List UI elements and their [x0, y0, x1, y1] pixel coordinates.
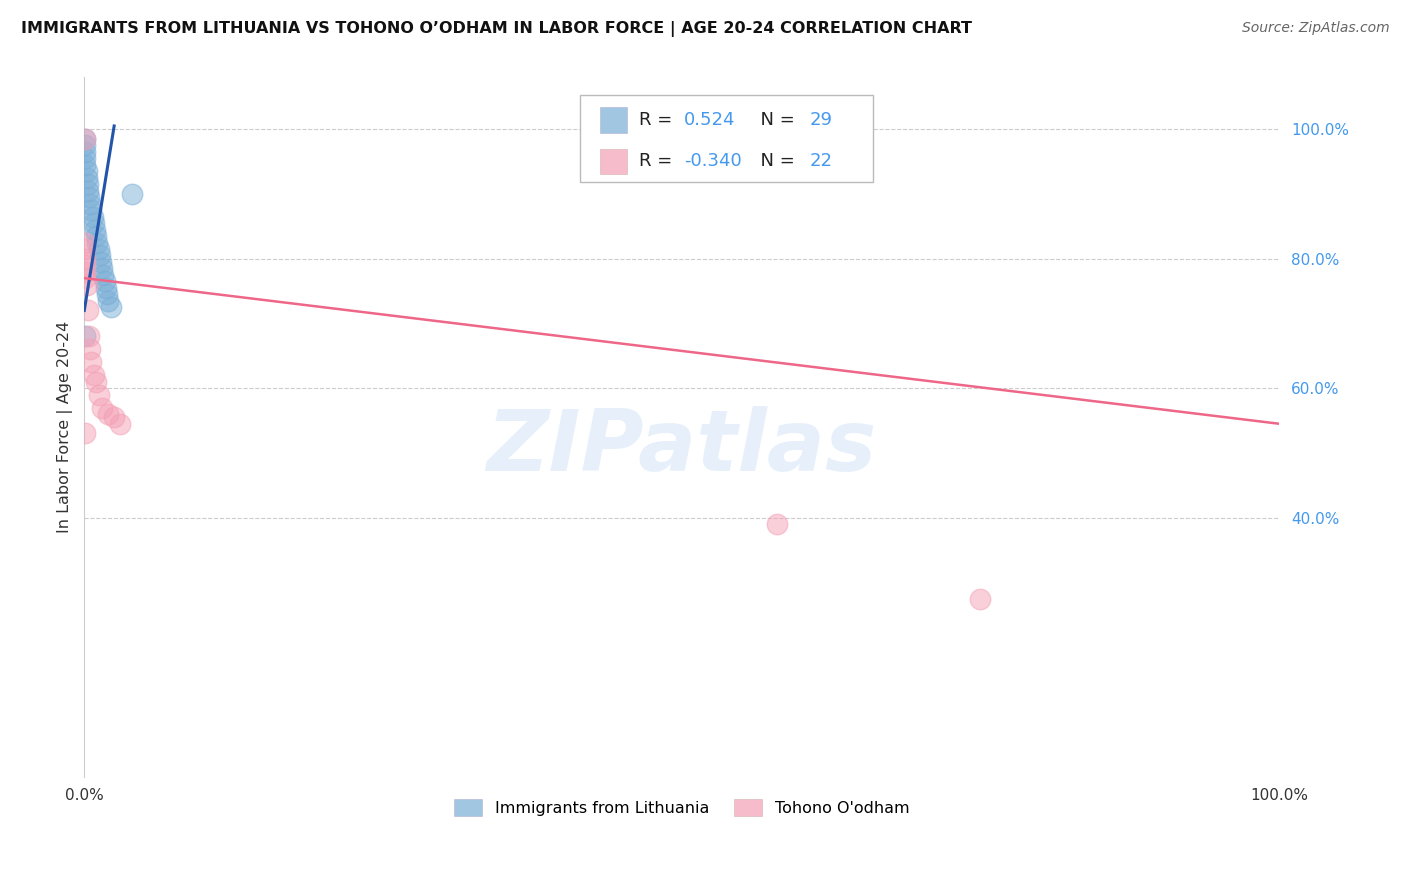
- Point: [766, 517, 789, 532]
- Point: [76, 164, 98, 178]
- Y-axis label: In Labor Force | Age 20-24: In Labor Force | Age 20-24: [58, 321, 73, 533]
- Point: [108, 417, 131, 431]
- Point: [100, 300, 122, 314]
- Point: [75, 265, 97, 279]
- Point: [121, 186, 143, 201]
- Point: [75, 426, 97, 441]
- Point: [93, 268, 115, 282]
- Point: [96, 287, 118, 301]
- Point: [79, 343, 101, 357]
- Text: N =: N =: [748, 111, 800, 129]
- Point: [76, 170, 98, 185]
- Point: [75, 235, 97, 250]
- Point: [75, 271, 97, 285]
- Point: [75, 132, 97, 146]
- Point: [77, 184, 100, 198]
- Text: ZIPatlas: ZIPatlas: [486, 407, 877, 490]
- Point: [75, 158, 97, 172]
- Point: [79, 196, 101, 211]
- Text: R =: R =: [638, 153, 678, 170]
- Point: [75, 258, 97, 272]
- Text: R =: R =: [638, 111, 678, 129]
- Point: [80, 355, 103, 369]
- FancyBboxPatch shape: [600, 107, 627, 133]
- Point: [77, 178, 100, 192]
- Point: [80, 203, 103, 218]
- Text: 22: 22: [810, 153, 832, 170]
- Text: N =: N =: [748, 153, 800, 170]
- Point: [84, 229, 107, 244]
- Point: [103, 410, 125, 425]
- Point: [91, 261, 114, 276]
- Point: [86, 235, 108, 250]
- Point: [93, 274, 115, 288]
- Legend: Immigrants from Lithuania, Tohono O'odham: Immigrants from Lithuania, Tohono O'odha…: [446, 791, 918, 824]
- Point: [87, 242, 110, 256]
- Point: [75, 152, 97, 166]
- Point: [91, 401, 114, 415]
- Point: [77, 303, 100, 318]
- Point: [90, 255, 112, 269]
- Point: [94, 281, 117, 295]
- Point: [77, 190, 100, 204]
- FancyBboxPatch shape: [581, 95, 873, 182]
- Text: 0.524: 0.524: [685, 111, 735, 129]
- Point: [76, 277, 98, 292]
- Point: [75, 252, 97, 266]
- Point: [969, 591, 991, 606]
- Point: [83, 216, 105, 230]
- Point: [97, 407, 120, 421]
- Point: [97, 293, 120, 308]
- Point: [83, 368, 105, 383]
- Point: [75, 145, 97, 159]
- FancyBboxPatch shape: [600, 149, 627, 174]
- Point: [89, 248, 111, 262]
- Point: [75, 242, 97, 256]
- Text: IMMIGRANTS FROM LITHUANIA VS TOHONO O’ODHAM IN LABOR FORCE | AGE 20-24 CORRELATI: IMMIGRANTS FROM LITHUANIA VS TOHONO O’OD…: [21, 21, 972, 37]
- Point: [75, 329, 97, 343]
- Text: -0.340: -0.340: [685, 153, 742, 170]
- Point: [84, 222, 107, 236]
- Point: [84, 375, 107, 389]
- Point: [77, 329, 100, 343]
- Point: [87, 387, 110, 401]
- Point: [75, 138, 97, 153]
- Text: Source: ZipAtlas.com: Source: ZipAtlas.com: [1241, 21, 1389, 36]
- Point: [82, 210, 104, 224]
- Point: [75, 132, 97, 146]
- Text: 29: 29: [810, 111, 832, 129]
